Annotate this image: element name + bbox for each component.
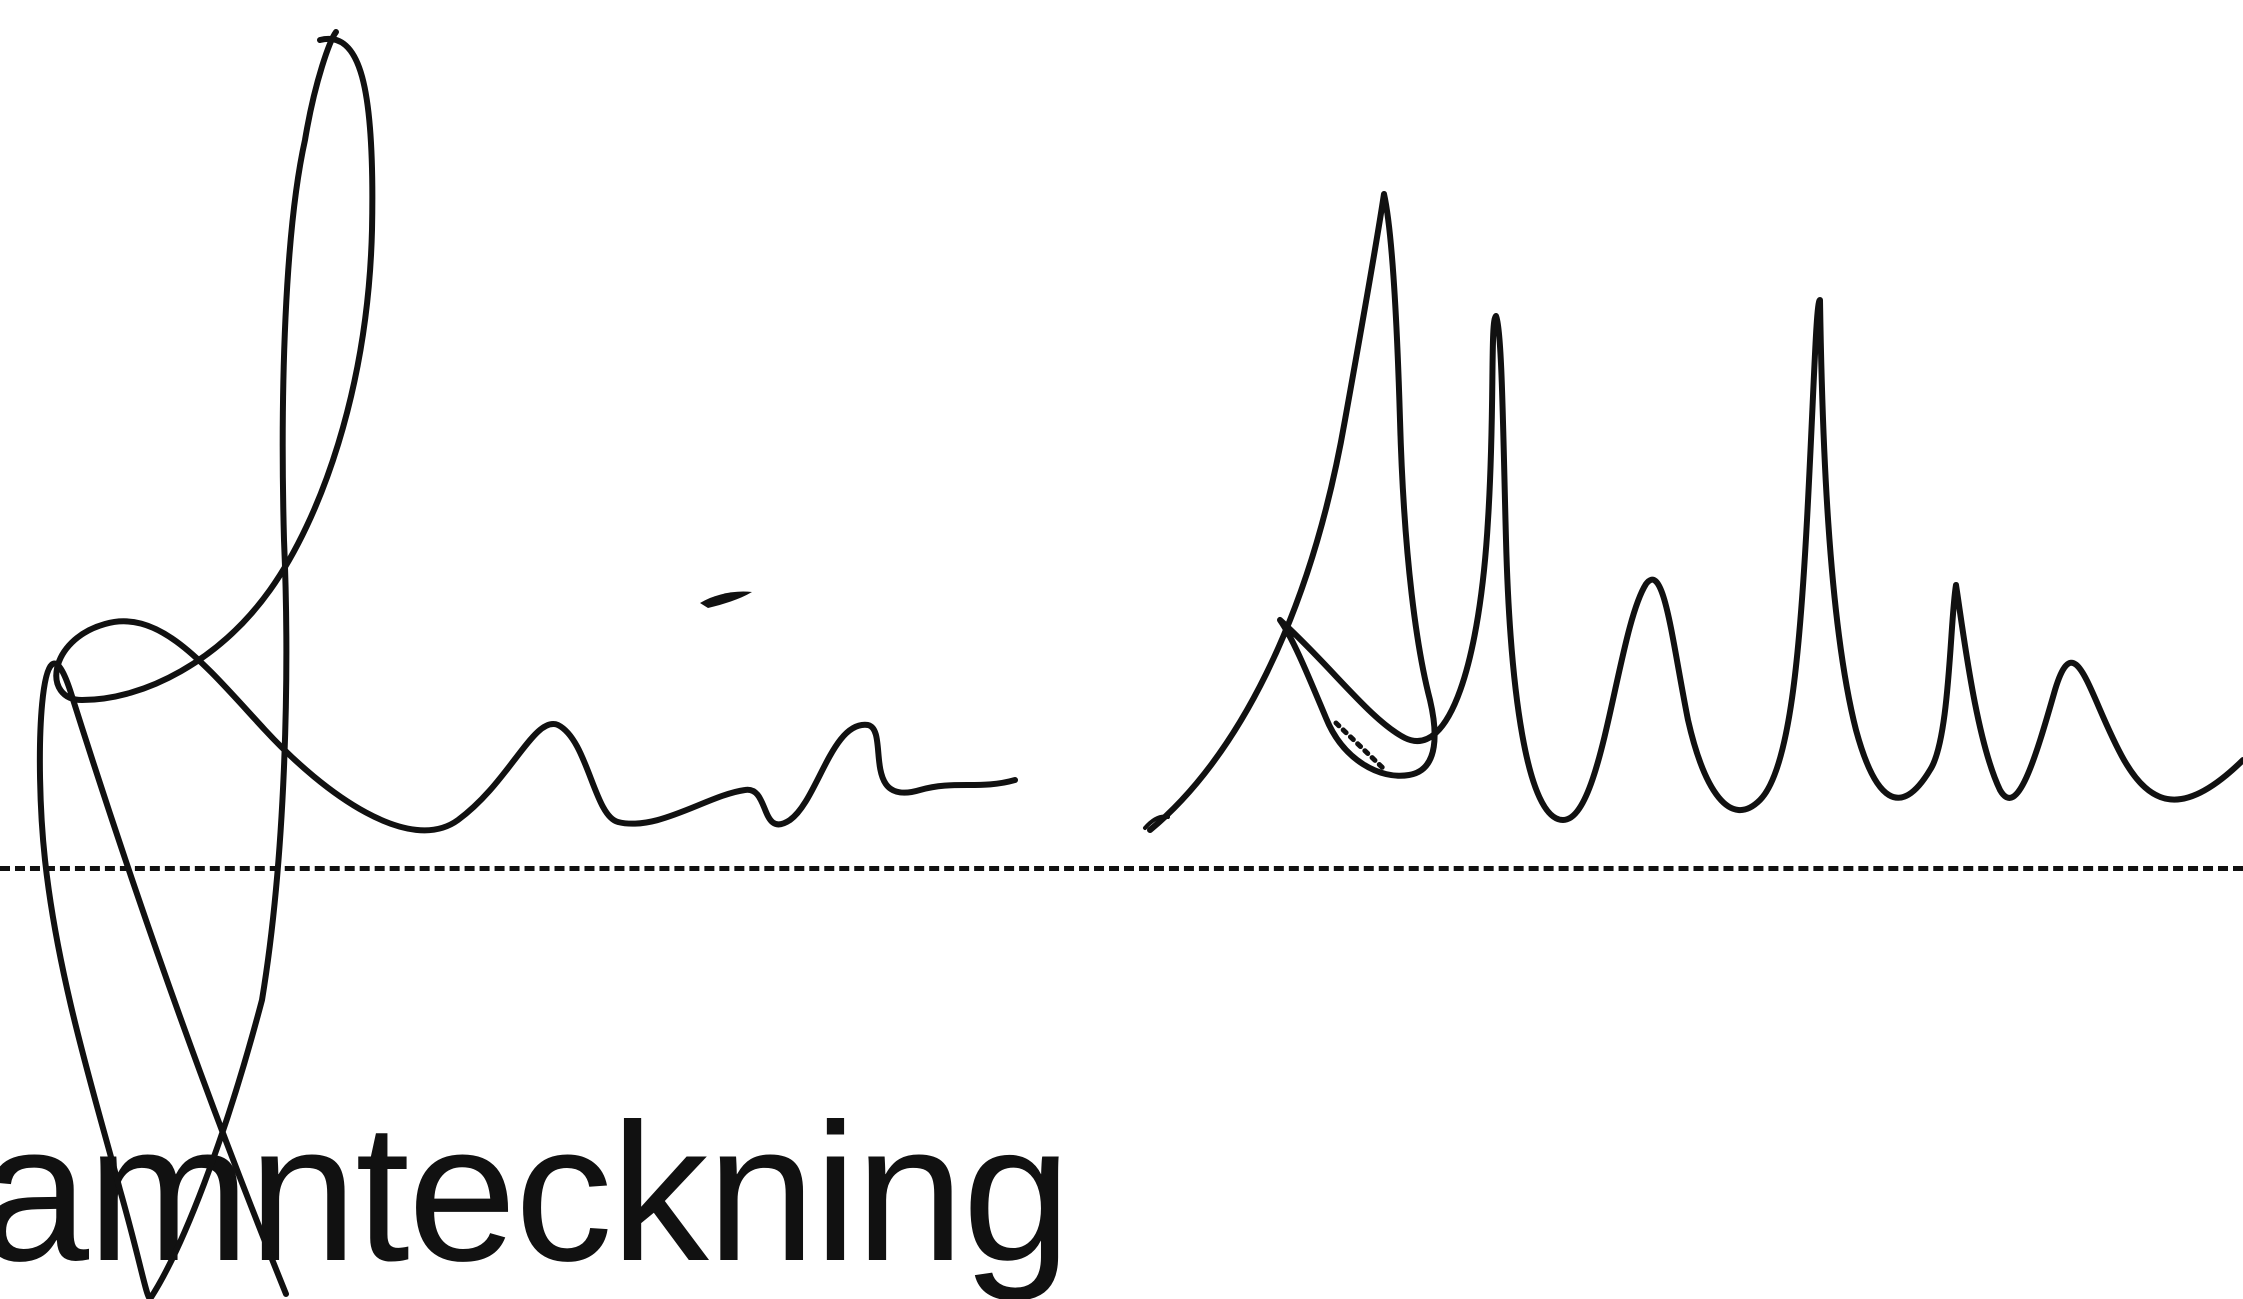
signature-line xyxy=(0,866,2243,871)
signature-caption: amnteckning xyxy=(0,1083,1071,1299)
